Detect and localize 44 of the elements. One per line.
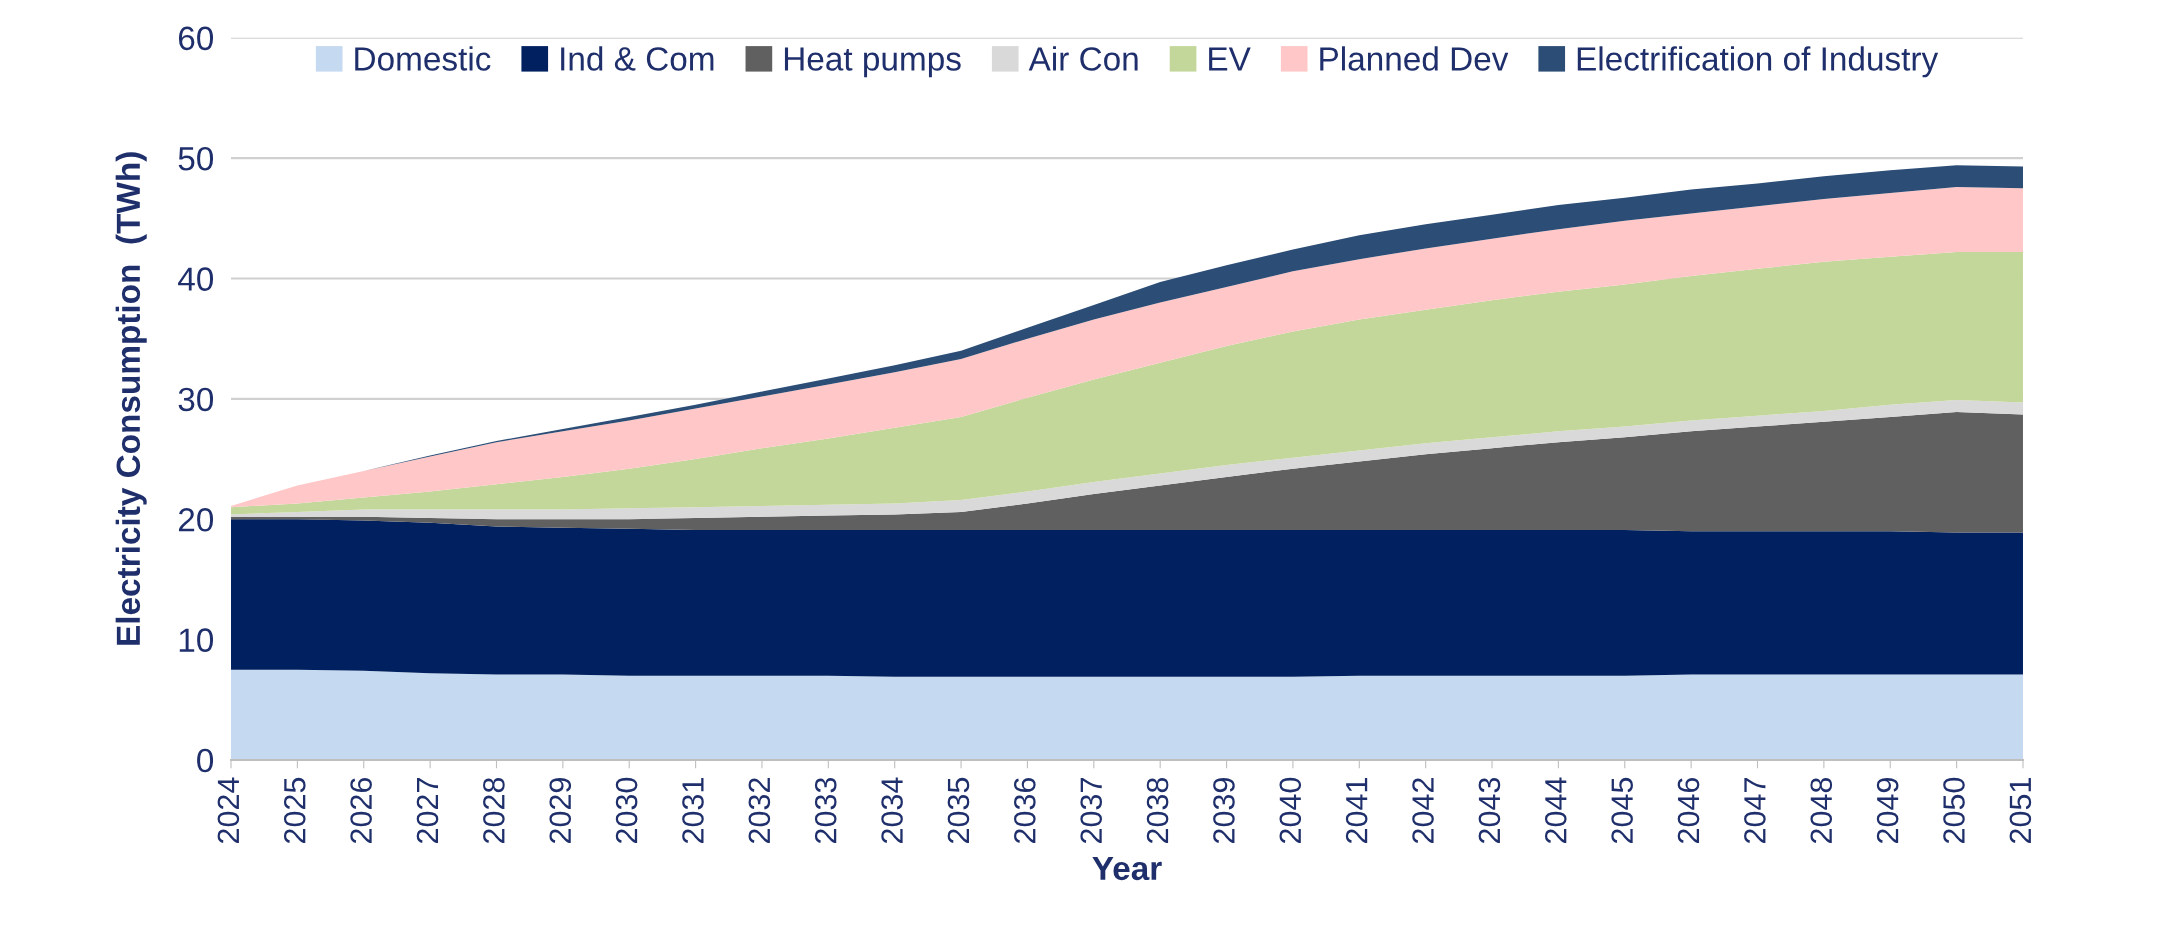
x-tick-label: 2044 — [1544, 777, 1567, 844]
x-tick-label: 2048 — [1810, 777, 1833, 844]
legend-label: Ind & Com — [561, 46, 714, 71]
y-tick-label: 10 — [179, 628, 214, 652]
x-tick-label: 2031 — [682, 778, 704, 844]
x-tick-label: 2032 — [748, 778, 771, 844]
x-tick-label: 2033 — [814, 777, 837, 844]
legend-label: Heat pumps — [784, 47, 961, 78]
x-tick-label: 2024 — [217, 777, 240, 844]
legend-label: Planned Dev — [1320, 46, 1509, 71]
x-tick-label: 2034 — [881, 777, 903, 844]
legend-label: Domestic — [355, 46, 491, 71]
x-tick-label: 2038 — [1146, 777, 1169, 844]
y-axis-title: Electricity Consumption (TWh) — [115, 152, 147, 645]
x-tick-label: 2046 — [1677, 777, 1700, 844]
x-tick-label: 2049 — [1876, 778, 1899, 844]
y-tick-label: 60 — [178, 26, 214, 51]
x-tick-label: 2051 — [2009, 778, 2032, 844]
x-tick-label: 2036 — [1014, 777, 1036, 844]
y-tick-label: 30 — [178, 387, 214, 412]
y-tick-label: 50 — [178, 146, 214, 171]
x-tick-label: 2028 — [483, 777, 505, 844]
x-tick-label: 2029 — [549, 778, 572, 844]
x-axis-title: Year — [1092, 856, 1162, 881]
x-tick-label: 2035 — [947, 777, 970, 844]
y-tick-label: 0 — [197, 748, 214, 773]
legend-label: EV — [1209, 47, 1251, 71]
x-tick-label: 2041 — [1345, 778, 1368, 844]
x-tick-label: 2026 — [350, 777, 372, 844]
x-tick-label: 2025 — [283, 777, 306, 844]
x-tick-label: 2045 — [1611, 777, 1633, 844]
y-tick-label: 20 — [178, 508, 214, 532]
x-tick-label: 2040 — [1279, 777, 1302, 844]
x-tick-label: 2042 — [1412, 778, 1434, 844]
x-tick-label: 2039 — [1213, 778, 1235, 844]
x-tick-label: 2050 — [1943, 777, 1965, 844]
legend-label: Electrification of Industry — [1577, 46, 1939, 78]
x-tick-label: 2047 — [1744, 778, 1766, 844]
x-tick-label: 2043 — [1478, 777, 1501, 844]
y-tick-label: 40 — [178, 267, 214, 291]
legend-label: Air Con — [1028, 46, 1138, 71]
x-tick-label: 2027 — [416, 778, 439, 844]
x-tick-label: 2037 — [1080, 778, 1103, 844]
x-tick-label: 2030 — [615, 777, 638, 844]
